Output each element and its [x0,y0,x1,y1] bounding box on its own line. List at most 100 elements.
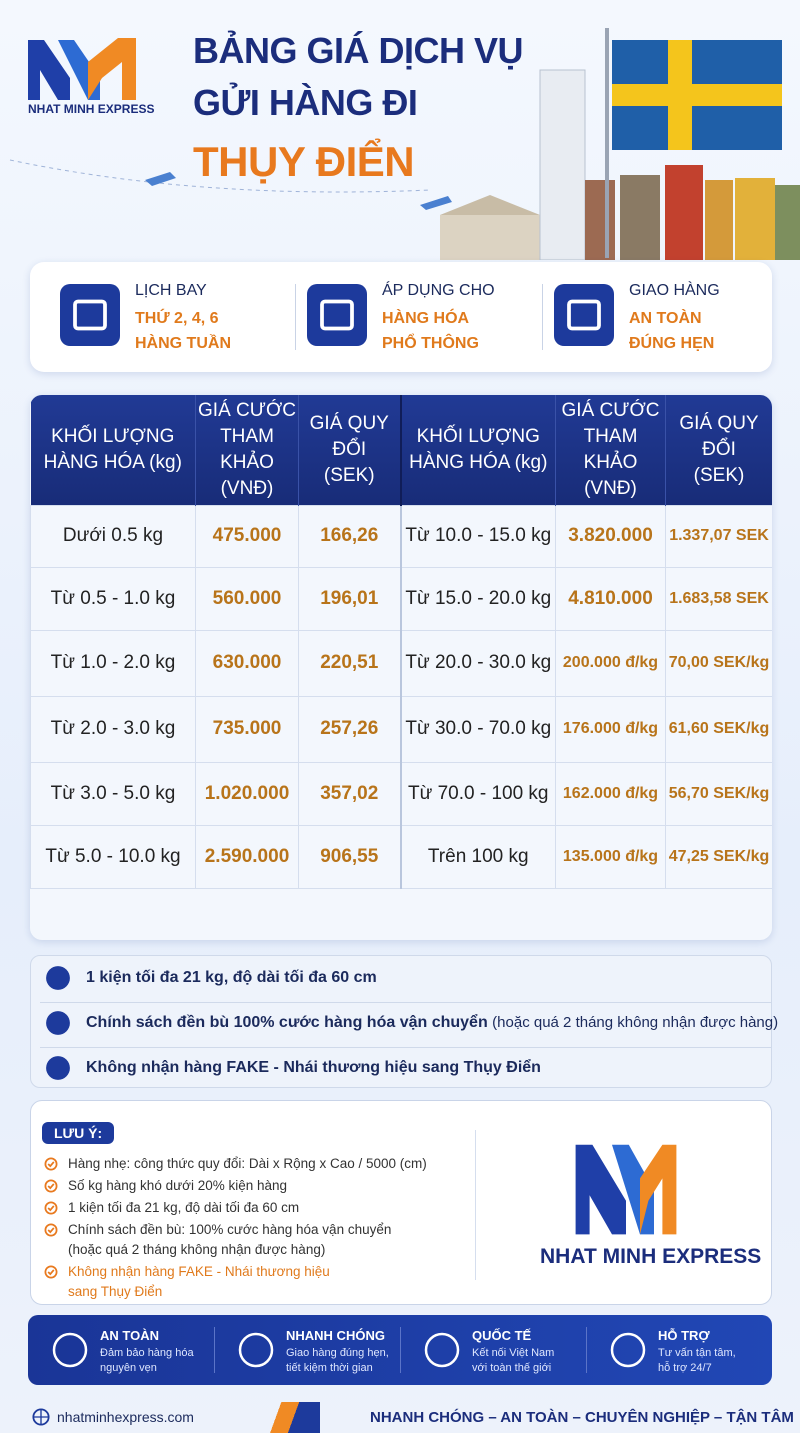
table-cell: 200.000 đ/kg [555,629,666,697]
slogan: NHANH CHÓNG – AN TOÀN – CHUYÊN NGHIỆP – … [370,1409,794,1426]
feature-icon-svg [567,299,601,331]
feature-value: HÀNG TUẦN [135,335,231,352]
note-extra: (hoặc quá 2 tháng không nhận được hàng) [492,1014,779,1031]
table-cell: Từ 70.0 - 100 kg [400,761,556,826]
caution-title: LƯU Ý: [42,1122,115,1144]
note-sep [40,1002,772,1003]
table-cell: Từ 3.0 - 5.0 kg [30,761,196,826]
table-cell: Từ 20.0 - 30.0 kg [400,629,556,697]
note: 1 kiện tối đa 21 kg, độ dài tối đa 60 cm [86,969,377,987]
benefit-icon [236,1330,276,1370]
footer-accent [260,1402,320,1433]
benefit-line: với toàn thế giới [472,1362,552,1374]
header-text: HÀNG HÓA (kg) [409,451,548,473]
benefit-line: Kết nối Việt Nam [472,1347,555,1359]
divider [542,284,543,350]
table-cell: 906,55 [298,824,402,889]
header-text: GIÁ QUY ĐỔI [309,412,389,460]
feature-icon-svg [73,299,107,331]
header-text: KHỐI LƯỢNG [51,425,175,447]
caution-logo [538,1128,714,1240]
table-row: Từ 3.0 - 5.0 kg 1.020.000 357,02 Từ 70.0 - … [30,761,772,826]
header-text: GIÁ CƯỚC [561,399,660,421]
table-row: Từ 2.0 - 3.0 kg 735.000 257,26 Từ 30.0 - 70… [30,695,772,763]
header-text: (VNĐ) [584,477,637,499]
note-icon [44,1009,72,1037]
header-row: KHỐI LƯỢNG HÀNG HÓA (kg) GIÁ CƯỚC THAM KHẢO… [30,395,772,505]
benefit-divider [214,1327,215,1373]
note-text: Không nhận hàng FAKE - Nhái thương hiệu … [86,1059,541,1076]
table-cell: Dưới 0.5 kg [30,504,196,568]
benefit-line: Giao hàng đúng hẹn, [286,1347,389,1359]
globe-icon [32,1408,50,1426]
header-text: (SEK) [693,464,745,486]
check-icon-svg [44,1201,58,1215]
feature-icon [554,284,614,346]
check-icon-svg [44,1157,58,1171]
check-icon-svg [44,1179,58,1193]
note-icon-svg [46,1056,70,1080]
caution-item: (hoặc quá 2 tháng không nhận được hàng) [68,1242,326,1257]
feature-label: LỊCH BAY [135,282,207,299]
table-cell: Từ 0.5 - 1.0 kg [30,566,196,631]
table-cell: 166,26 [298,504,402,568]
table-row: Từ 5.0 - 10.0 kg 2.590.000 906,55 Trên 100 … [30,824,772,889]
note-sep [40,1047,772,1048]
table-cell: Từ 10.0 - 15.0 kg [400,504,556,568]
table-cell: 3.820.000 [555,504,666,568]
header-cell: GIÁ CƯỚC THAM KHẢO (VNĐ) [195,395,299,505]
check-icon [44,1157,58,1171]
table-cell: 61,60 SEK/kg [665,695,772,763]
feature-icon [307,284,367,346]
note: Không nhận hàng FAKE - Nhái thương hiệu … [86,1059,541,1077]
benefit-line: Tư vấn tận tâm, [658,1347,736,1359]
header-text: THAM KHẢO [583,425,638,473]
table-cell: 162.000 đ/kg [555,761,666,826]
sweden-flag [612,40,782,150]
benefit-line: Đảm bảo hàng hóa [100,1347,194,1359]
check-icon-svg [44,1265,58,1279]
caution-brand: NHAT MINH EXPRESS [540,1245,762,1268]
brand: NHAT MINH EXPRESS [28,102,155,116]
feature-card: LỊCH BAY THỨ 2, 4, 6 HÀNG TUẦN ÁP DỤNG CHO H… [30,262,772,372]
table-cell: 176.000 đ/kg [555,695,666,763]
header-text: THAM KHẢO [220,425,274,473]
website: nhatminhexpress.com [57,1409,194,1425]
table-cell: 560.000 [195,566,299,631]
check-icon [44,1201,58,1215]
header-text: GIÁ CƯỚC [198,399,296,421]
caution-item: Số kg hàng khó dưới 20% kiện hàng [68,1178,288,1193]
header-text: GIÁ QUY ĐỔI [679,412,759,460]
benefit-title: NHANH CHÓNG [286,1328,385,1343]
table-row: Từ 1.0 - 2.0 kg 630.000 220,51 Từ 20.0 - 30… [30,629,772,697]
benefit-icon-svg [238,1332,274,1368]
caution-item: Chính sách đền bù: 100% cước hàng hóa vậ… [68,1222,392,1237]
benefit-icon [422,1330,462,1370]
note-icon [44,1054,72,1082]
check-icon [44,1265,58,1279]
table-row: Dưới 0.5 kg 475.000 166,26 Từ 10.0 - 15.0 k… [30,504,772,568]
table-cell: Từ 15.0 - 20.0 kg [400,566,556,631]
caution-divider [475,1130,476,1280]
table-cell: 56,70 SEK/kg [665,761,772,826]
benefit-line: nguyên vẹn [100,1362,157,1374]
notes-box [30,955,772,1088]
check-icon [44,1179,58,1193]
table-cell: 1.337,07 SEK [665,504,772,568]
table-cell: 1.020.000 [195,761,299,826]
benefit-icon-svg [424,1332,460,1368]
feature-label: GIAO HÀNG [629,282,720,299]
caution-item: 1 kiện tối đa 21 kg, độ dài tối đa 60 cm [68,1200,300,1215]
feature-value: ĐÚNG HẸN [629,335,715,352]
table-cell: 220,51 [298,629,402,697]
check-icon-svg [44,1223,58,1237]
benefit-icon-svg [52,1332,88,1368]
benefit-line: tiết kiệm thời gian [286,1362,373,1374]
table-cell: 196,01 [298,566,402,631]
feature-value: THỨ 2, 4, 6 [135,310,219,327]
table-cell: 70,00 SEK/kg [665,629,772,697]
header-text: KHỐI LƯỢNG [416,425,540,447]
title-line: THỤY ĐIỂN [193,138,415,185]
benefit-title: HỖ TRỢ [658,1328,710,1343]
